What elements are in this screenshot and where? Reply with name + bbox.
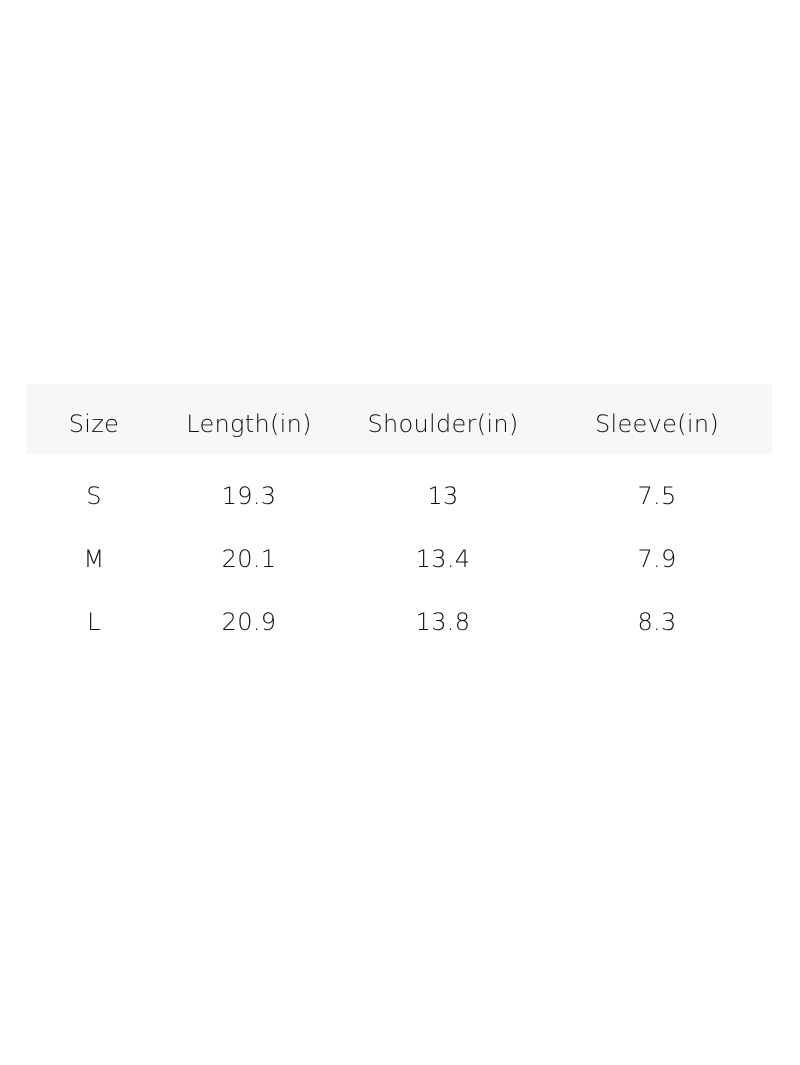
cell-shoulder: 13	[427, 482, 459, 510]
cell-sleeve: 8.3	[637, 608, 677, 636]
cell-size: S	[86, 482, 102, 510]
cell-sleeve: 7.9	[637, 545, 677, 573]
cell-length: 20.1	[221, 545, 277, 573]
cell-size: L	[87, 608, 101, 636]
cell-length: 19.3	[221, 482, 277, 510]
cell-size: M	[83, 545, 105, 573]
header-shoulder: Shoulder(in)	[367, 410, 519, 438]
header-length: Length(in)	[186, 410, 312, 438]
header-size: Size	[68, 410, 120, 438]
cell-shoulder: 13.8	[415, 608, 471, 636]
cell-shoulder: 13.4	[415, 545, 471, 573]
cell-sleeve: 7.5	[637, 482, 677, 510]
header-sleeve: Sleeve(in)	[594, 410, 719, 438]
table-header-row	[27, 384, 772, 454]
cell-length: 20.9	[221, 608, 277, 636]
